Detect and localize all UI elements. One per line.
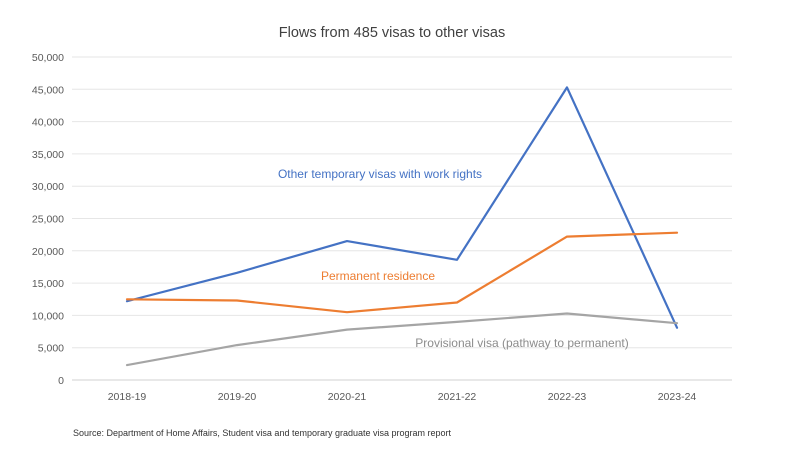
- series-annotations: Other temporary visas with work rights P…: [278, 167, 629, 350]
- y-tick-label: 15,000: [32, 278, 64, 290]
- y-tick-label: 25,000: [32, 214, 64, 226]
- x-tick-label: 2018-19: [108, 391, 147, 403]
- series-line-permanent-residence: [125, 231, 679, 314]
- annotation-provisional-visa: Provisional visa (pathway to permanent): [415, 336, 628, 350]
- x-tick-label: 2023-24: [658, 391, 697, 403]
- annotation-other-temporary: Other temporary visas with work rights: [278, 167, 482, 181]
- y-tick-label: 20,000: [32, 246, 64, 258]
- y-tick-label: 45,000: [32, 84, 64, 96]
- y-tick-label: 50,000: [32, 52, 64, 64]
- y-axis-ticks: 0 5,000 10,000 15,000 20,000 25,000 30,000 35,0…: [32, 52, 64, 387]
- chart-title: Flows from 485 visas to other visas: [279, 25, 505, 41]
- y-tick-label: 0: [58, 375, 64, 387]
- series-line-other-temporary-visas-with-work-rights: [125, 86, 679, 329]
- y-tick-label: 5,000: [38, 343, 64, 355]
- annotation-permanent-residence: Permanent residence: [321, 269, 435, 283]
- series-lines: [125, 86, 679, 367]
- y-tick-label: 35,000: [32, 149, 64, 161]
- y-tick-label: 30,000: [32, 181, 64, 193]
- series-line-provisional-visa-pathway-to-permanent: [125, 312, 679, 367]
- y-tick-label: 40,000: [32, 117, 64, 129]
- y-tick-label: 10,000: [32, 310, 64, 322]
- x-tick-label: 2019-20: [218, 391, 257, 403]
- x-tick-label: 2020-21: [328, 391, 367, 403]
- source-note: Source: Department of Home Affairs, Stud…: [73, 428, 452, 438]
- x-tick-label: 2022-23: [548, 391, 587, 403]
- x-tick-label: 2021-22: [438, 391, 477, 403]
- x-axis-ticks: 2018-19 2019-20 2020-21 2021-22 2022-23 2023-…: [108, 391, 697, 403]
- gridlines: [72, 56, 732, 381]
